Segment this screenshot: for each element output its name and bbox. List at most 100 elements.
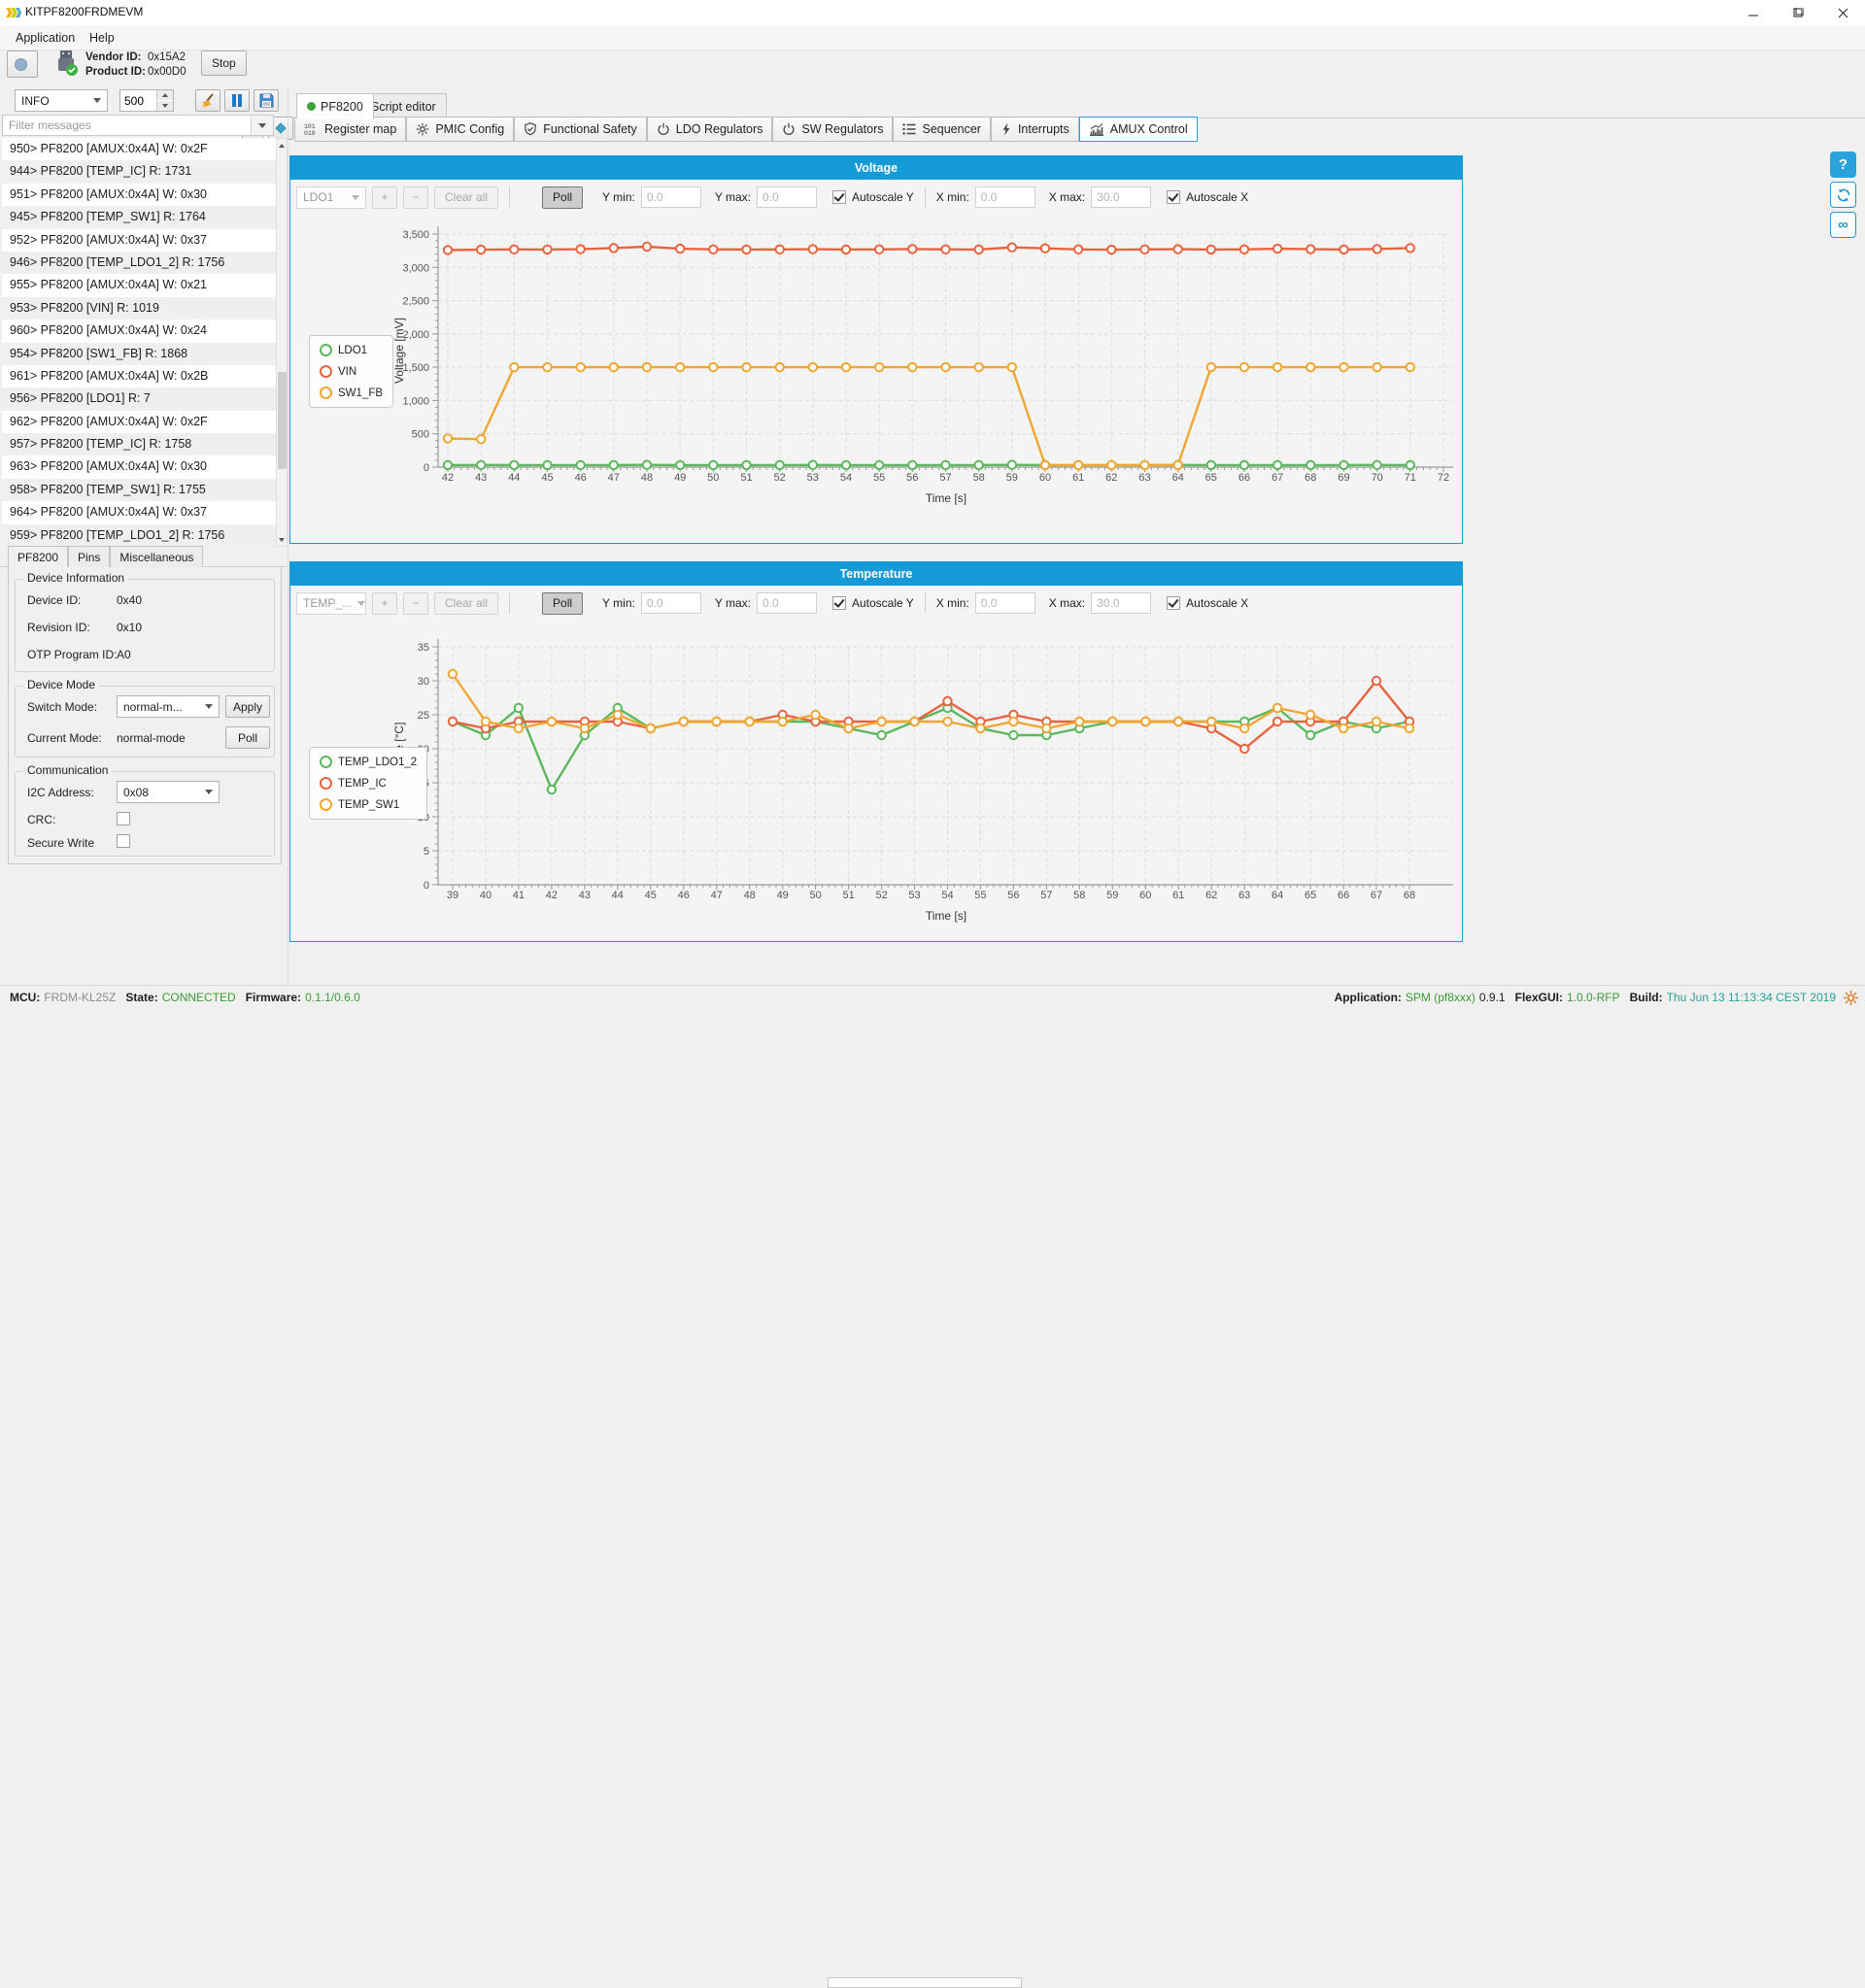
log-row[interactable]: 957> PF8200 [TEMP_IC] R: 1758 (2, 433, 276, 456)
legend-item[interactable]: LDO1 (320, 344, 383, 356)
log-row[interactable]: 944> PF8200 [TEMP_IC] R: 1731 (2, 160, 276, 184)
clear-all-button[interactable]: Clear all (434, 185, 499, 209)
log-row[interactable]: 950> PF8200 [AMUX:0x4A] W: 0x2F (10, 142, 208, 155)
remove-series-button[interactable]: − (403, 591, 428, 615)
log-row[interactable]: 945> PF8200 [TEMP_SW1] R: 1764 (2, 206, 276, 229)
y-max-input[interactable] (756, 592, 817, 614)
svg-text:63: 63 (1238, 890, 1250, 901)
scroll-down-button[interactable] (277, 533, 287, 546)
left-tab-pins[interactable]: Pins (68, 546, 111, 567)
poll-button[interactable]: Poll (542, 185, 584, 209)
loop-button[interactable]: ∞ (1830, 212, 1856, 238)
log-row[interactable]: 963> PF8200 [AMUX:0x4A] W: 0x30 (10, 459, 208, 474)
menu-application[interactable]: Application (16, 31, 76, 45)
autoscale-x-checkbox[interactable] (1167, 596, 1181, 610)
tab-functional-safety[interactable]: Functional Safety (514, 117, 647, 142)
x-min-input[interactable] (974, 592, 1035, 614)
poll-mode-button[interactable]: Poll (225, 726, 270, 749)
log-level-select[interactable]: INFO (15, 89, 108, 112)
i2c-address-select[interactable]: 0x08 (117, 781, 220, 803)
connection-toggle-button[interactable] (7, 51, 38, 78)
apply-button[interactable]: Apply (225, 695, 270, 718)
stop-button[interactable]: Stop (201, 51, 247, 76)
clear-all-button[interactable]: Clear all (434, 591, 499, 615)
down-arrow-icon (279, 537, 285, 542)
legend-item[interactable]: TEMP_SW1 (320, 798, 417, 811)
log-row[interactable]: 951> PF8200 [AMUX:0x4A] W: 0x30 (10, 186, 208, 201)
scroll-up-button[interactable] (277, 139, 287, 152)
switch-mode-select[interactable]: normal-m... (117, 695, 220, 718)
temperature-series-select[interactable]: TEMP_... (296, 591, 366, 615)
poll-button[interactable]: Poll (542, 591, 584, 615)
scrollbar-thumb[interactable] (278, 372, 287, 469)
log-buffer-input[interactable] (120, 90, 165, 111)
svg-text:46: 46 (678, 890, 690, 901)
log-row[interactable]: 961> PF8200 [AMUX:0x4A] W: 0x2B (10, 368, 209, 383)
stepper-down-button[interactable] (156, 101, 173, 111)
voltage-series-select[interactable]: LDO1 (296, 185, 366, 209)
autoscale-x-checkbox[interactable] (1167, 190, 1181, 204)
tab-sequencer[interactable]: Sequencer (893, 117, 991, 142)
filter-messages-input[interactable] (3, 116, 261, 135)
crc-checkbox[interactable] (117, 812, 130, 826)
legend-item[interactable]: TEMP_LDO1_2 (320, 756, 417, 768)
x-max-input[interactable] (1091, 186, 1152, 208)
filter-dropdown-button[interactable] (251, 116, 273, 135)
clear-log-button[interactable] (195, 89, 220, 112)
pause-icon (232, 94, 242, 107)
stepper-up-button[interactable] (156, 90, 173, 100)
minimize-button[interactable] (1731, 0, 1776, 25)
log-row[interactable]: 964> PF8200 [AMUX:0x4A] W: 0x37 (10, 505, 208, 520)
left-tab-miscellaneous[interactable]: Miscellaneous (110, 546, 204, 567)
x-min-input[interactable] (974, 186, 1035, 208)
log-scrollbar[interactable] (276, 138, 288, 547)
log-row[interactable]: 954> PF8200 [SW1_FB] R: 1868 (2, 342, 276, 365)
pause-log-button[interactable] (224, 89, 250, 112)
y-min-input[interactable] (640, 592, 701, 614)
tab-pf8200[interactable]: PF8200 (296, 93, 374, 118)
menu-help[interactable]: Help (89, 31, 115, 45)
crc-label: CRC: (27, 813, 56, 826)
tab-sw-regulators[interactable]: SW Regulators (772, 117, 894, 142)
y-min-input[interactable] (640, 186, 701, 208)
log-row[interactable]: 952> PF8200 [AMUX:0x4A] W: 0x37 (10, 232, 208, 247)
tab-pmic-config[interactable]: PMIC Config (406, 117, 515, 142)
status-value: SPM (pf8xxx) (1405, 991, 1475, 1004)
legend-item[interactable]: SW1_FB (320, 387, 383, 399)
svg-text:53: 53 (908, 890, 920, 901)
svg-text:51: 51 (740, 472, 752, 484)
log-row[interactable]: 960> PF8200 [AMUX:0x4A] W: 0x24 (10, 323, 208, 338)
sync-button[interactable] (1830, 182, 1856, 208)
tab-ldo-regulators[interactable]: LDO Regulators (646, 117, 773, 142)
autoscale-y-checkbox[interactable] (831, 190, 846, 204)
log-row[interactable]: 956> PF8200 [LDO1] R: 7 (2, 387, 276, 411)
tab-interrupts[interactable]: Interrupts (990, 117, 1079, 142)
settings-gear-icon[interactable] (1843, 990, 1859, 1006)
help-button[interactable]: ? (1830, 152, 1856, 178)
left-tab-pf8200[interactable]: PF8200 (8, 546, 69, 567)
autoscale-y-checkbox[interactable] (831, 596, 846, 610)
add-series-button[interactable]: + (372, 185, 397, 209)
remove-series-button[interactable]: − (403, 185, 428, 209)
log-row[interactable]: 953> PF8200 [VIN] R: 1019 (2, 296, 276, 320)
log-row[interactable]: 962> PF8200 [AMUX:0x4A] W: 0x2F (10, 414, 208, 428)
y-max-input[interactable] (756, 186, 817, 208)
log-row[interactable]: 946> PF8200 [TEMP_LDO1_2] R: 1756 (2, 251, 276, 275)
secure-write-checkbox[interactable] (117, 834, 130, 848)
save-log-button[interactable] (254, 89, 279, 112)
log-row[interactable]: 959> PF8200 [TEMP_LDO1_2] R: 1756 (2, 523, 276, 547)
close-button[interactable] (1820, 0, 1865, 25)
legend-item[interactable]: VIN (320, 365, 383, 378)
status-right: Application: SPM (pf8xxx) 0.9.1 FlexGUI: 1.0… (1325, 991, 1836, 1004)
add-series-button[interactable]: + (372, 591, 397, 615)
status-label: Application: (1334, 991, 1402, 1004)
log-row[interactable]: 958> PF8200 [TEMP_SW1] R: 1755 (2, 478, 276, 502)
x-max-input[interactable] (1091, 592, 1152, 614)
legend-item[interactable]: TEMP_IC (320, 777, 417, 790)
log-row[interactable]: 955> PF8200 [AMUX:0x4A] W: 0x21 (10, 278, 208, 292)
maximize-button[interactable] (1776, 0, 1820, 25)
tab-amux-control[interactable]: AMUX Control (1078, 117, 1198, 142)
tab-script-editor[interactable]: Script editor (360, 93, 447, 118)
tab-register-map[interactable]: 101 010 Register map (294, 117, 407, 142)
svg-text:59: 59 (1106, 890, 1118, 901)
